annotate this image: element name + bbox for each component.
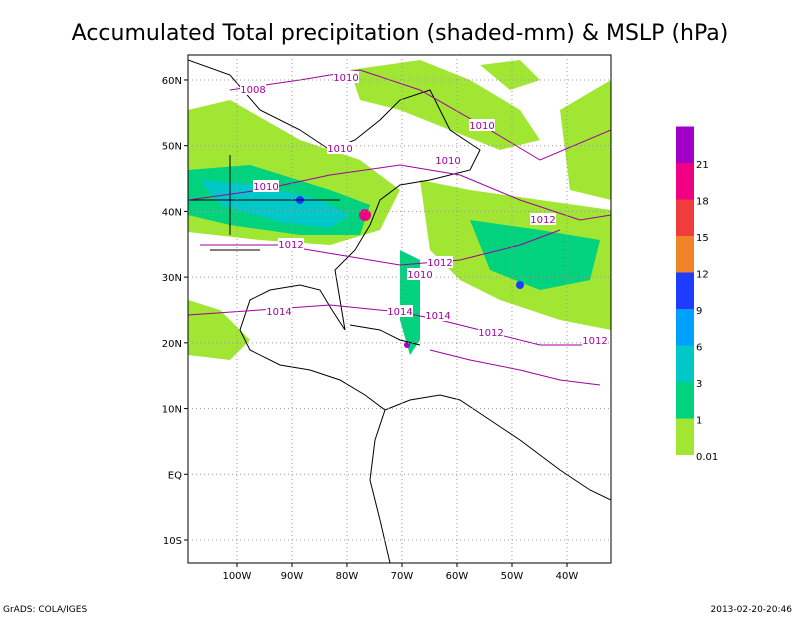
colorbar-segment (676, 199, 694, 236)
colorbar-segment (676, 272, 694, 309)
isobar-label: 1010 (469, 121, 494, 132)
isobar-label-bg (530, 213, 556, 225)
isobar-label-bg (278, 238, 304, 250)
colorbar-label: 21 (696, 160, 709, 171)
isobar-label: 1012 (278, 240, 303, 251)
x-tick-label: 80W (336, 571, 359, 582)
isobar-label: 1010 (327, 144, 352, 155)
isobar-label-bg (407, 268, 433, 280)
isobar-label: 1012 (427, 258, 452, 269)
y-tick-label: 10S (163, 536, 182, 547)
y-tick-label: 20N (162, 339, 182, 350)
isobar-label: 1008 (240, 85, 265, 96)
y-tick-label: 40N (162, 207, 182, 218)
isobar-label: 1012 (530, 215, 555, 226)
isobar-label-bg (240, 83, 266, 95)
colorbar-label: 18 (696, 197, 709, 208)
map-frame (187, 54, 612, 564)
isobar-label-bg (425, 309, 451, 321)
isobar-label-bg (253, 180, 279, 192)
colorbar-segment (676, 163, 694, 200)
isobar-label-bg (478, 326, 504, 338)
y-tick-label: 50N (162, 142, 182, 153)
colorbar-segment (676, 345, 694, 382)
colorbar-label: 1 (696, 416, 702, 427)
isobar-label: 1014 (387, 307, 412, 318)
y-tick-label: 30N (162, 273, 182, 284)
isobar-label-bg (387, 305, 413, 317)
colorbar-label: 9 (696, 306, 702, 317)
isobar-label-bg (435, 154, 461, 166)
colorbar-label: 0.01 (696, 452, 718, 463)
isobar-label-bg (469, 119, 495, 131)
isobar-label: 1010 (253, 182, 278, 193)
isobar-label-bg (266, 305, 292, 317)
isobar-label-bg (427, 256, 453, 268)
isobar-label-bg (582, 334, 608, 346)
colorbar-segment (676, 418, 694, 455)
colorbar-label: 12 (696, 270, 709, 281)
coastlines (188, 59, 611, 563)
x-tick-label: 100W (222, 571, 251, 582)
y-tick-label: 60N (162, 76, 182, 87)
title: Accumulated Total precipitation (shaded-… (72, 21, 729, 46)
colorbar-segment (676, 126, 694, 163)
isobar-label-bg (327, 142, 353, 154)
y-tick-label: EQ (168, 470, 182, 481)
footer-right: 2013-02-20-20:46 (711, 605, 793, 615)
colorbar-segment (676, 382, 694, 419)
y-tick-label: 10N (162, 405, 182, 416)
isobar-label: 1010 (435, 156, 460, 167)
footer-left: GrADS: COLA/IGES (3, 605, 87, 615)
colorbar-segment (676, 236, 694, 273)
x-tick-label: 90W (281, 571, 304, 582)
isobar-label-bg (333, 71, 359, 83)
x-tick-label: 50W (501, 571, 524, 582)
colorbar-label: 6 (696, 343, 702, 354)
isobar-label: 1010 (333, 73, 358, 84)
isobar-label: 1010 (407, 270, 432, 281)
isobar-label: 1014 (266, 307, 291, 318)
isobar-label: 1012 (582, 336, 607, 347)
colorbar-label: 15 (696, 233, 709, 244)
x-tick-label: 60W (446, 571, 469, 582)
colorbar-segment (676, 309, 694, 346)
isobar-label: 1014 (425, 311, 450, 322)
x-tick-label: 70W (391, 571, 414, 582)
x-tick-label: 40W (556, 571, 579, 582)
colorbar-label: 3 (696, 379, 702, 390)
isobar-label: 1012 (478, 328, 503, 339)
